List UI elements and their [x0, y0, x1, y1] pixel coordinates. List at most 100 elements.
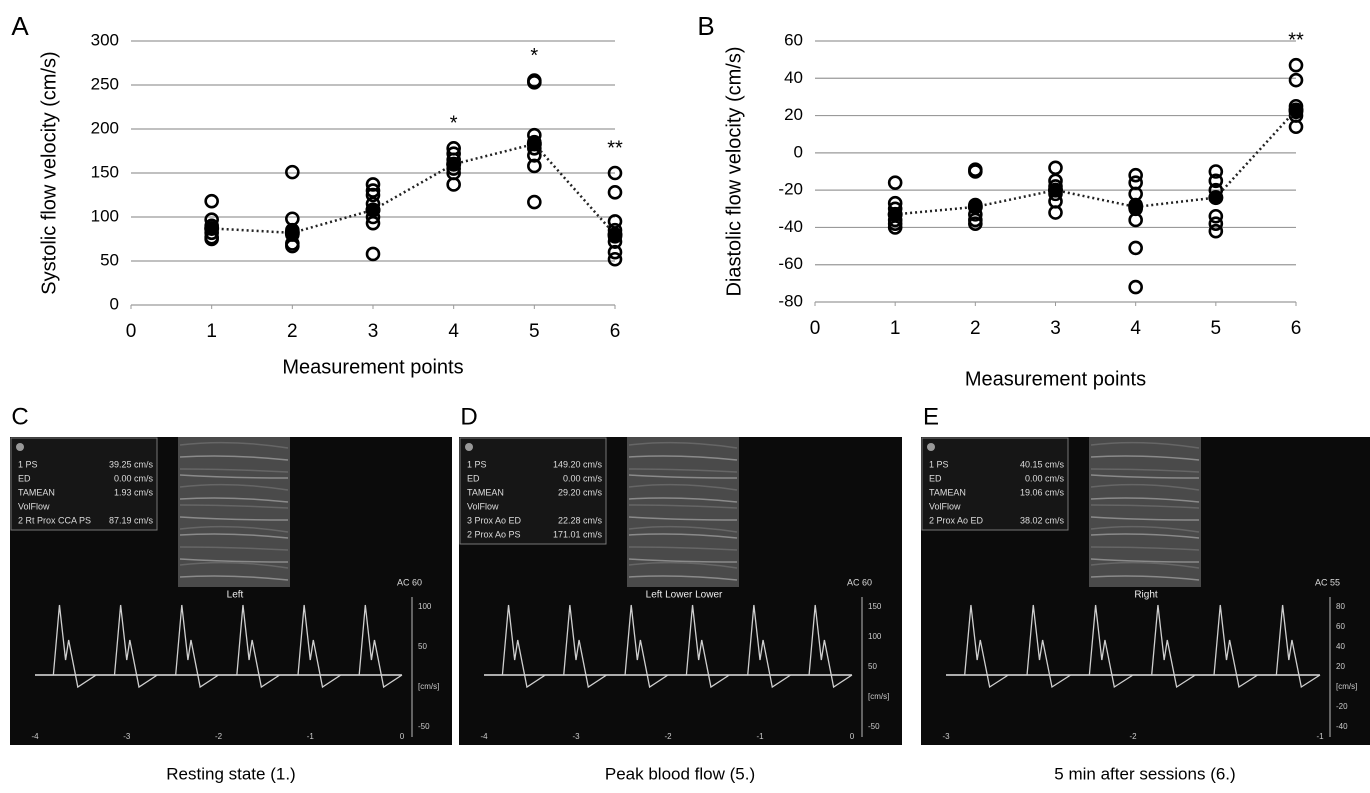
tissue-streak — [628, 455, 738, 461]
bmode-image — [178, 437, 290, 587]
waveform-label: Left Lower Lower — [646, 590, 723, 601]
data-point — [285, 164, 300, 180]
tissue-streak — [179, 468, 289, 473]
waveform-label: Left — [227, 590, 244, 601]
data-point — [1208, 173, 1224, 189]
data-point — [527, 194, 542, 210]
velocity-scale-label: 80 — [1336, 602, 1345, 611]
velocity-scale-label: -20 — [1336, 702, 1348, 711]
measurement-label: ED — [929, 473, 942, 483]
data-point — [365, 246, 381, 262]
tissue-streak — [179, 525, 289, 533]
data-point — [968, 216, 983, 231]
measurement-label: 2 Prox Ao PS — [467, 529, 521, 539]
measurement-value: 171.01 cm/s — [553, 529, 603, 539]
tissue-streak — [179, 455, 289, 461]
data-point — [1048, 205, 1063, 220]
mean-point — [1208, 190, 1224, 206]
data-point — [1128, 279, 1143, 295]
y-tick-label: 100 — [91, 206, 119, 225]
tissue-streak — [628, 575, 738, 581]
x-tick-label: 3 — [368, 321, 379, 342]
mean-point — [1048, 182, 1063, 198]
time-scale-label: -2 — [215, 732, 223, 741]
tissue-streak — [179, 504, 289, 509]
mean-line — [895, 109, 1297, 216]
bmode-image — [627, 437, 739, 587]
tissue-streak — [628, 468, 738, 473]
velocity-scale-label: -50 — [868, 722, 880, 731]
data-point — [1048, 160, 1063, 176]
data-point — [365, 187, 381, 203]
time-scale-label: -1 — [756, 732, 764, 741]
tissue-streak — [179, 441, 289, 449]
measurement-label: 1 PS — [18, 459, 38, 469]
tissue-streak — [628, 546, 738, 551]
measurement-value: 39.25 cm/s — [109, 459, 154, 469]
y-tick-label: 0 — [794, 142, 803, 161]
data-point — [527, 75, 542, 90]
tissue-streak — [1090, 533, 1200, 539]
measurement-value: 29.20 cm/s — [558, 487, 603, 497]
y-tick-label: 20 — [784, 105, 803, 124]
panel-letter: C — [11, 403, 28, 430]
mean-point — [204, 220, 220, 236]
tissue-streak — [1090, 525, 1200, 533]
bmode-image — [1089, 437, 1201, 587]
ac-label: AC 55 — [1315, 577, 1340, 587]
y-axis-label: Diastolic flow velocity (cm/s) — [723, 46, 745, 296]
velocity-scale-label: -40 — [1336, 722, 1348, 731]
velocity-scale-label: 50 — [868, 662, 877, 671]
tissue-streak — [1090, 546, 1200, 551]
velocity-scale-label: 100 — [868, 632, 882, 641]
indicator — [927, 443, 935, 451]
measurement-label: VolFlow — [929, 501, 961, 511]
y-tick-label: 0 — [110, 294, 119, 313]
measurement-value: 1.93 cm/s — [114, 487, 154, 497]
tissue-streak — [179, 561, 289, 569]
data-point — [1288, 72, 1304, 88]
tissue-streak — [179, 474, 289, 479]
x-tick-label: 3 — [1050, 318, 1061, 339]
x-tick-label: 0 — [810, 318, 821, 339]
y-tick-label: 50 — [100, 250, 119, 269]
y-tick-label: 60 — [784, 30, 803, 49]
data-point — [1128, 167, 1143, 183]
x-tick-label: 6 — [1291, 318, 1302, 339]
panel-caption: Resting state (1.) — [166, 764, 295, 783]
y-tick-label: 300 — [91, 30, 119, 49]
tissue-streak — [179, 516, 289, 521]
velocity-scale-label: 150 — [868, 602, 882, 611]
time-scale-label: -3 — [942, 732, 950, 741]
x-tick-label: 4 — [1130, 318, 1141, 339]
measurement-label: VolFlow — [467, 501, 499, 511]
velocity-scale-label: 20 — [1336, 662, 1345, 671]
velocity-scale-label: -50 — [418, 722, 430, 731]
measurement-value: 149.20 cm/s — [553, 459, 603, 469]
data-point — [968, 162, 983, 177]
doppler-waveform — [35, 604, 403, 689]
measurement-box — [10, 437, 158, 531]
measurement-value: 22.28 cm/s — [558, 515, 603, 525]
panel-letter: A — [11, 11, 29, 41]
x-tick-label: 5 — [529, 321, 540, 342]
tissue-streak — [628, 497, 738, 503]
waveform-label: Right — [1134, 590, 1158, 601]
measurement-box — [459, 437, 607, 545]
indicator — [16, 443, 24, 451]
time-scale-label: -2 — [664, 732, 672, 741]
velocity-scale-label: 100 — [418, 602, 432, 611]
doppler-waveform — [946, 604, 1321, 689]
mean-point — [284, 225, 300, 241]
data-point — [1128, 240, 1143, 256]
data-point — [607, 251, 623, 267]
tissue-streak — [1090, 483, 1200, 491]
velocity-scale-label: [cm/s] — [1336, 682, 1357, 691]
measurement-label: 1 PS — [467, 459, 487, 469]
indicator — [465, 443, 473, 451]
mean-point — [887, 206, 903, 222]
data-point — [1208, 164, 1224, 179]
tissue-streak — [628, 533, 738, 539]
significance-mark: ** — [1288, 30, 1304, 52]
